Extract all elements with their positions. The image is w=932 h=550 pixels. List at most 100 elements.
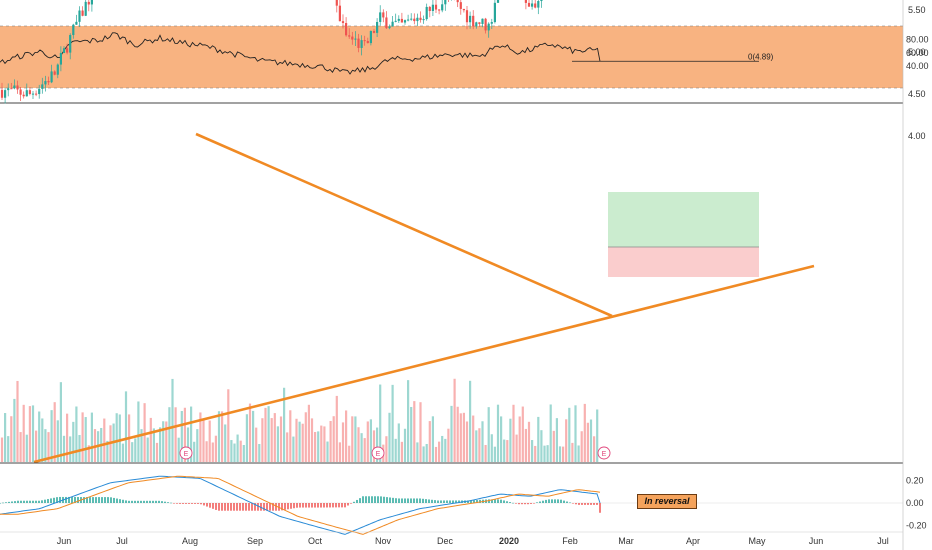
volume-bar bbox=[165, 421, 168, 462]
candle-body bbox=[56, 64, 59, 75]
price-tick-label: 4.50 bbox=[908, 89, 926, 99]
rsi-pane: 80.00 60.00 40.00 bbox=[0, 25, 929, 89]
candle-body bbox=[419, 17, 422, 21]
volume-bar bbox=[310, 418, 314, 462]
macd-hist-bar bbox=[143, 500, 145, 503]
macd-hist-bar bbox=[404, 498, 406, 503]
volume-bar bbox=[546, 445, 549, 462]
candle-body bbox=[465, 10, 469, 23]
macd-hist-bar bbox=[59, 496, 61, 503]
x-tick-label: Mar bbox=[618, 536, 634, 546]
macd-hist-bar bbox=[254, 503, 256, 511]
candle-body bbox=[487, 23, 490, 31]
macd-hist-bar bbox=[146, 500, 148, 503]
volume-bar bbox=[199, 412, 202, 462]
macd-hist-bar bbox=[575, 503, 577, 505]
candle-body bbox=[31, 93, 35, 95]
price-tick-label: 5.00 bbox=[908, 47, 926, 57]
volume-bar bbox=[416, 442, 419, 462]
volume-bar bbox=[450, 405, 453, 462]
volume-bar bbox=[28, 406, 31, 462]
volume-bar bbox=[506, 440, 509, 462]
macd-hist-bar bbox=[227, 503, 229, 511]
volume-bar bbox=[193, 441, 196, 462]
volume-bar bbox=[146, 437, 149, 462]
macd-hist-bar bbox=[14, 501, 16, 503]
macd-hist-bar bbox=[455, 500, 457, 503]
earnings-marker[interactable] bbox=[371, 446, 385, 460]
macd-hist-bar bbox=[104, 497, 106, 503]
macd-hist-bar bbox=[428, 499, 430, 503]
earnings-marker[interactable] bbox=[597, 446, 611, 460]
candle-body bbox=[90, 0, 93, 5]
candle-body bbox=[41, 84, 44, 89]
candle-body bbox=[496, 0, 500, 3]
volume-bar bbox=[487, 407, 490, 462]
rsi-tick-label: 60.00 bbox=[906, 48, 929, 58]
volume-bar bbox=[363, 438, 366, 462]
volume-bar bbox=[121, 443, 124, 462]
macd-hist-bar bbox=[74, 496, 76, 503]
macd-hist-bar bbox=[473, 500, 475, 503]
volume-bar bbox=[245, 414, 248, 462]
volume-bar bbox=[500, 416, 503, 462]
volume-bar bbox=[211, 442, 214, 462]
rsi-tick-label: 40.00 bbox=[906, 61, 929, 71]
candle-body bbox=[10, 88, 13, 90]
candle-body bbox=[366, 40, 369, 44]
macd-hist-bar bbox=[212, 503, 214, 509]
macd-hist-bar bbox=[308, 503, 310, 508]
volume-bar bbox=[10, 416, 13, 462]
macd-hist-bar bbox=[326, 503, 328, 508]
fib-label: 0(4.89) bbox=[748, 52, 774, 61]
candle-body bbox=[341, 21, 345, 24]
macd-hist-bar bbox=[320, 503, 322, 508]
volume-bar bbox=[267, 406, 270, 462]
volume-bar bbox=[400, 441, 403, 462]
macd-hist-bar bbox=[479, 499, 481, 503]
volume-bar bbox=[555, 418, 558, 462]
candle-body bbox=[360, 40, 363, 48]
volume-bar bbox=[307, 404, 310, 462]
macd-hist-bar bbox=[302, 503, 304, 508]
volume-bar bbox=[124, 391, 128, 462]
volume-bar bbox=[236, 434, 239, 462]
volume-bar bbox=[354, 416, 357, 462]
volume-bar bbox=[177, 437, 180, 462]
candle-body bbox=[385, 17, 388, 29]
volume-bar bbox=[317, 431, 320, 462]
macd-hist-bar bbox=[584, 503, 586, 505]
x-tick-label: Dec bbox=[437, 536, 454, 546]
macd-hist-bar bbox=[383, 496, 385, 503]
volume-bar bbox=[329, 420, 332, 462]
volume-bar bbox=[162, 421, 165, 462]
fibonacci-levels: 1(7.76)0.786(7.15)0.65(6.76)0.618(6.67)0… bbox=[572, 52, 774, 62]
earnings-marker[interactable] bbox=[179, 446, 193, 460]
macd-hist-bar bbox=[578, 503, 580, 505]
price-pane: Monthly R Level8.03Daily Resistance leve… bbox=[0, 0, 926, 464]
volume-bar bbox=[357, 427, 360, 462]
candle-body bbox=[354, 38, 357, 40]
macd-hist-bar bbox=[272, 503, 274, 511]
macd-hist-bar bbox=[170, 502, 172, 504]
candle-body bbox=[372, 31, 376, 33]
macd-hist-bar bbox=[101, 497, 103, 503]
macd-hist-bar bbox=[245, 503, 247, 511]
macd-hist-bar bbox=[230, 503, 232, 511]
candle-body bbox=[28, 90, 31, 94]
macd-hist-bar bbox=[443, 500, 445, 503]
macd-hist-bar bbox=[20, 500, 22, 503]
macd-hist-bar bbox=[176, 503, 178, 504]
macd-hist-bar bbox=[500, 499, 502, 503]
volume-bar bbox=[41, 418, 44, 462]
time-axis: Jun Jul Aug Sep Oct Nov Dec 2020 Feb Mar Apr May Jun… bbox=[57, 536, 889, 546]
candle-body bbox=[16, 85, 19, 90]
macd-hist-bar bbox=[185, 503, 187, 504]
macd-hist-bar bbox=[569, 502, 571, 504]
volume-bar bbox=[379, 384, 382, 462]
volume-bar bbox=[351, 416, 354, 462]
macd-hist-bar bbox=[305, 503, 307, 508]
volume-bar bbox=[515, 434, 518, 462]
volume-bar bbox=[518, 416, 521, 462]
volume-bar bbox=[493, 446, 496, 462]
